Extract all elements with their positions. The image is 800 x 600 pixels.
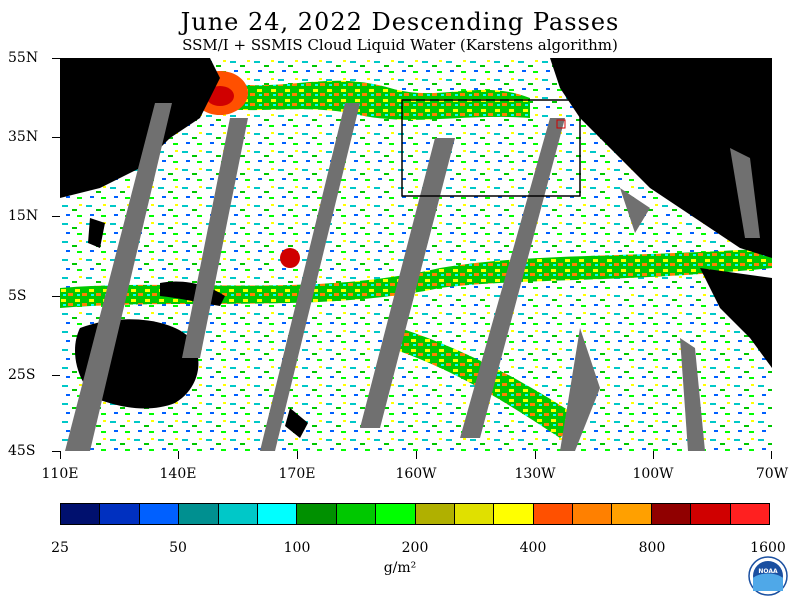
colorbar-label: 1600 (750, 540, 786, 556)
colorbar-swatch (376, 504, 416, 524)
lat-tick (52, 451, 60, 452)
colorbar-label: 800 (638, 540, 666, 556)
cloud-band-north-pacific (200, 78, 530, 120)
land-north-america (550, 58, 772, 258)
swath-gap (360, 138, 455, 428)
colorbar-swatch (179, 504, 219, 524)
lon-label-130w: 130W (514, 466, 556, 482)
lat-label-45s: 45S (8, 443, 36, 459)
swath-gap (460, 118, 565, 438)
colorbar-label: 50 (169, 540, 187, 556)
lat-tick (52, 296, 60, 297)
lon-tick (416, 451, 417, 459)
lat-label-35n: 35N (8, 129, 39, 145)
region-box-small (556, 119, 566, 129)
cloud-cell-core (280, 248, 300, 268)
land-philippines (88, 218, 105, 248)
page-subtitle: SSM/I + SSMIS Cloud Liquid Water (Karste… (182, 36, 618, 54)
colorbar (60, 503, 770, 525)
lon-label-170e: 170E (278, 466, 316, 482)
colorbar-swatch (336, 504, 377, 524)
colorbar-swatch (730, 504, 770, 524)
swath-gap (560, 328, 600, 451)
noaa-logo: NOAA (748, 556, 788, 596)
colorbar-swatch (691, 504, 731, 524)
lon-tick (535, 451, 536, 459)
lat-tick (52, 216, 60, 217)
colorbar-swatch (533, 504, 574, 524)
colorbar-swatch (218, 504, 258, 524)
lat-label-15n: 15N (8, 208, 39, 224)
lat-label-5s: 5S (8, 288, 27, 304)
colorbar-swatch (415, 504, 455, 524)
swath-gap (260, 103, 360, 451)
swath-gap (182, 118, 248, 358)
region-box (401, 99, 581, 197)
lon-label-100w: 100W (632, 466, 674, 482)
lon-label-110e: 110E (41, 466, 79, 482)
lat-tick (52, 58, 60, 59)
page-title: June 24, 2022 Descending Passes (180, 8, 620, 36)
lon-tick (297, 451, 298, 459)
colorbar-swatch (454, 504, 495, 524)
lon-tick (653, 451, 654, 459)
noaa-logo-text: NOAA (758, 568, 778, 575)
swath-gap (65, 103, 172, 451)
lat-label-55n: 55N (8, 50, 39, 66)
lon-tick (60, 451, 61, 459)
colorbar-swatch (612, 504, 652, 524)
lon-tick (178, 451, 179, 459)
map-graphic (60, 58, 772, 451)
lon-label-70w: 70W (755, 466, 789, 482)
swath-gap (730, 148, 760, 238)
swath-gap (620, 188, 650, 233)
land-new-zealand (285, 408, 308, 438)
land-asia (60, 58, 220, 198)
colorbar-swatch (61, 504, 101, 524)
colorbar-label: 100 (283, 540, 311, 556)
colorbar-swatch (651, 504, 692, 524)
colorbar-swatch (100, 504, 140, 524)
swath-gap (680, 338, 705, 451)
colorbar-label: 400 (519, 540, 547, 556)
colorbar-label: 200 (401, 540, 429, 556)
colorbar-label: 25 (51, 540, 69, 556)
colorbar-swatch (573, 504, 613, 524)
colorbar-swatch (139, 504, 180, 524)
colorbar-swatch (494, 504, 534, 524)
lat-tick (52, 375, 60, 376)
lon-label-140e: 140E (159, 466, 197, 482)
lat-label-25s: 25S (8, 367, 36, 383)
lon-label-160w: 160W (395, 466, 437, 482)
land-south-america (700, 268, 772, 368)
colorbar-swatch (257, 504, 298, 524)
lat-tick (52, 137, 60, 138)
colorbar-units: g/m² (383, 560, 417, 576)
lon-tick (771, 451, 772, 459)
cloud-liquid-water-map (60, 58, 772, 451)
colorbar-swatch (297, 504, 337, 524)
